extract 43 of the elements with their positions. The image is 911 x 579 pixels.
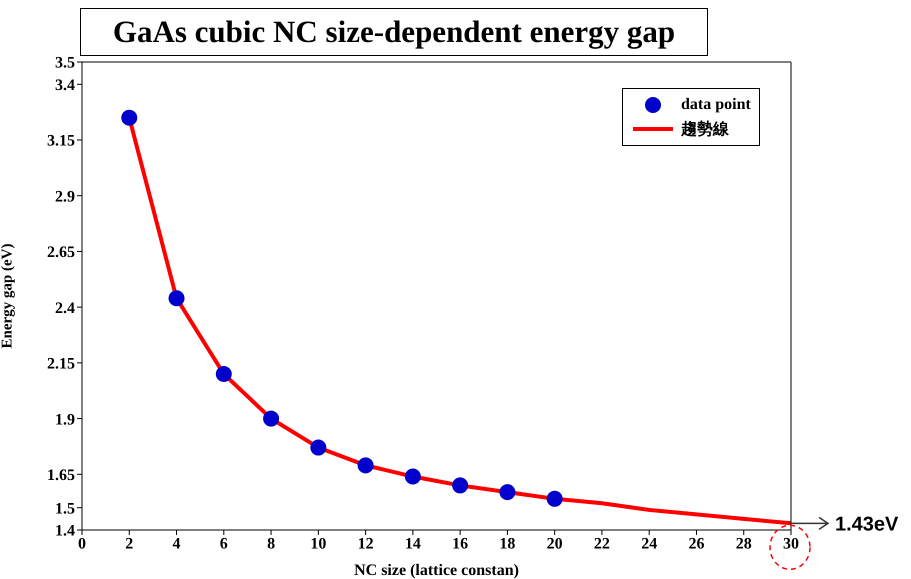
point: [216, 366, 232, 382]
x-tick-label: 22: [594, 535, 610, 552]
y-tick-label: 1.5: [55, 500, 75, 518]
point: [404, 468, 421, 485]
y-tick-label: 3.4: [55, 76, 75, 94]
x-tick-label: 24: [641, 535, 658, 552]
x-tick-label: 4: [172, 535, 181, 552]
legend-label: 趨勢線: [681, 119, 729, 140]
point: [263, 410, 280, 427]
y-tick-label: 2.4: [55, 300, 75, 317]
chart-title: GaAs cubic NC size-dependent energy gap: [80, 8, 708, 56]
x-tick-label: 26: [688, 535, 704, 552]
point: [546, 490, 563, 507]
x-tick-label: 2: [125, 535, 134, 552]
point: [121, 110, 138, 126]
x-tick-label: 30: [783, 535, 799, 552]
y-tick-label: 2.65: [47, 244, 75, 262]
annotation: 1.43eV: [835, 513, 900, 536]
y-tick-label: 1.65: [47, 466, 75, 484]
legend-label: data point: [681, 96, 751, 114]
x-axis-title: NC size (lattice constan): [354, 562, 519, 579]
x-tick-label: 14: [404, 535, 421, 552]
y-tick-label: 1.4: [55, 522, 75, 540]
point: [358, 457, 374, 474]
y-tick-label: 3.15: [47, 132, 75, 150]
y-tick-label: 2.15: [47, 356, 75, 373]
y-tick-label: 1.9: [55, 411, 75, 428]
y-tick-label: 2.9: [55, 188, 75, 206]
y-tick-label: 3.5: [55, 54, 75, 72]
x-tick-label: 16: [452, 535, 468, 552]
point: [168, 290, 185, 306]
point: [310, 440, 326, 456]
x-tick-label: 6: [220, 535, 228, 552]
x-tick-label: 10: [310, 535, 326, 552]
x-tick-label: 20: [546, 535, 563, 552]
point: [452, 477, 468, 494]
x-tick-label: 28: [736, 535, 752, 552]
x-tick-label: 0: [78, 535, 86, 552]
x-tick-label: 18: [499, 535, 516, 552]
point: [499, 484, 516, 500]
x-tick-label: 8: [267, 535, 276, 552]
y-axis-title: Energy gap (eV): [0, 244, 16, 348]
x-tick-label: 12: [358, 535, 374, 552]
